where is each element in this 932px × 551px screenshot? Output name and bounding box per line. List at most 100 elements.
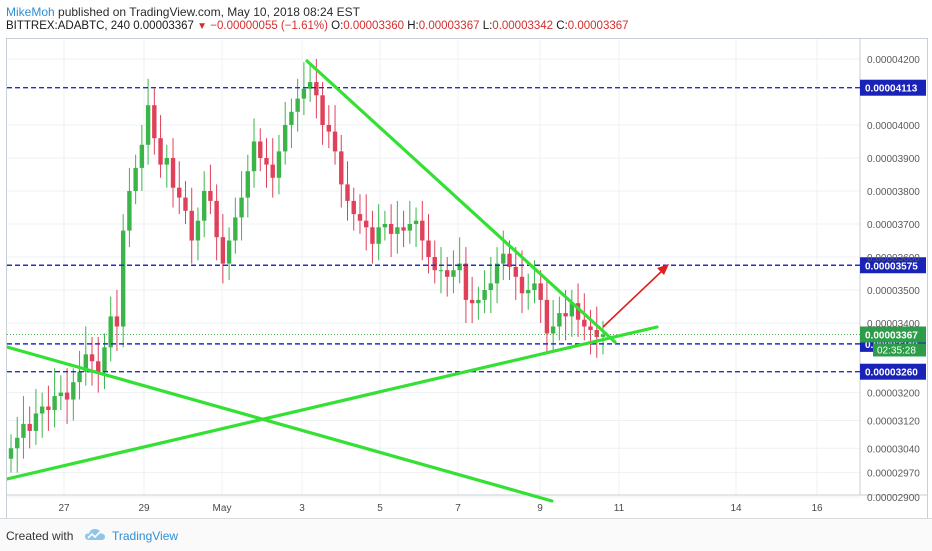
candle-body: [575, 303, 581, 320]
candle-body: [395, 227, 400, 234]
candle-body: [220, 237, 226, 264]
candle-body: [139, 144, 145, 168]
price-level-tag: [860, 363, 926, 380]
candle-body: [513, 266, 518, 277]
horizontal-levels[interactable]: 0.000041130.000035750.000033400.00003260…: [7, 79, 926, 380]
candle-body: [600, 334, 606, 337]
last-price: 0.00003367: [133, 20, 194, 32]
low-value: 0.00003342: [492, 20, 554, 32]
candle-body: [507, 253, 512, 267]
close-value: 0.00003367: [567, 20, 629, 32]
candle-body: [594, 329, 599, 337]
x-tick-label: 14: [730, 503, 742, 514]
time-axis[interactable]: 27 29 May 3 5 7 9 11 14 16: [58, 503, 823, 514]
candle-body: [52, 396, 57, 410]
candle-body: [83, 354, 88, 372]
chart-area[interactable]: 0.000041130.000035750.000033400.00003260…: [5, 38, 928, 519]
price-level-label: 0.00003260: [865, 368, 918, 379]
candle-body: [376, 227, 381, 244]
candle-body: [339, 151, 344, 185]
candle-body: [114, 316, 120, 327]
candle-body: [569, 303, 575, 317]
high-value: 0.00003367: [418, 20, 480, 32]
candle-body: [351, 200, 356, 215]
down-triangle-icon: ▼: [197, 21, 208, 32]
tradingview-cloud-icon[interactable]: [84, 527, 106, 543]
close-label: C:: [556, 20, 568, 32]
candle-body: [314, 82, 319, 96]
candle-body: [457, 263, 462, 271]
candle-body: [195, 220, 201, 241]
price-chart[interactable]: 0.000041130.000035750.000033400.00003260…: [5, 39, 927, 519]
candle-body: [519, 276, 525, 294]
candle-body: [264, 158, 269, 165]
candle-body: [226, 240, 232, 264]
candle-body: [295, 98, 300, 112]
candle-body: [407, 224, 413, 231]
candle-body: [532, 283, 537, 290]
candle-body: [550, 326, 556, 334]
author-link[interactable]: MikeMoh: [6, 5, 55, 19]
candle-body: [208, 191, 213, 201]
candle-body: [563, 313, 568, 317]
y-tick-label: 0.00004200: [867, 55, 920, 66]
candle-body: [77, 371, 82, 383]
projection-arrow-line: [602, 269, 664, 328]
candle-body: [451, 270, 456, 277]
y-tick-label: 0.00002970: [867, 469, 920, 480]
candle-body: [289, 111, 294, 125]
symbol-label: BITTREX:ADABTC, 240: [6, 20, 130, 32]
x-tick-label: 27: [58, 503, 70, 514]
candle-body: [501, 253, 506, 264]
y-tick-label: 0.00003600: [867, 253, 920, 264]
tradingview-brand[interactable]: TradingView: [112, 529, 179, 543]
candle-body: [413, 220, 419, 224]
candle-body: [582, 319, 587, 327]
candle-body: [183, 197, 188, 211]
candle-body: [301, 88, 307, 99]
price-level-label: 0.00004113: [865, 84, 918, 95]
grid: [7, 39, 860, 498]
y-tick-label: 0.00003120: [867, 416, 920, 427]
candle-body: [233, 217, 238, 241]
y-tick-label: 0.00003500: [867, 286, 920, 297]
candle-body: [64, 392, 70, 400]
candle-body: [102, 347, 107, 372]
candle-body: [152, 105, 157, 139]
candle-body: [276, 151, 282, 178]
candle-body: [438, 270, 444, 272]
price-axis[interactable]: 0.00004200 0.00004000 0.00003900 0.00003800…: [867, 55, 920, 504]
price-level-label: 0.00003575: [865, 261, 918, 272]
countdown-label: 02:35:28: [877, 345, 916, 356]
y-tick-label: 0.00003900: [867, 154, 920, 165]
x-tick-label: 11: [614, 503, 625, 514]
price-level-tag: [860, 257, 926, 274]
candle-body: [282, 125, 288, 152]
x-tick-label: 16: [811, 503, 823, 514]
candle-body: [71, 382, 76, 400]
high-label: H:: [407, 20, 419, 32]
candle-body: [214, 200, 219, 238]
candle-body: [426, 240, 431, 257]
chart-header: MikeMoh published on TradingView.com, Ma…: [0, 0, 932, 36]
candle-body: [33, 413, 39, 431]
candle-body: [133, 167, 138, 191]
publish-info: MikeMoh published on TradingView.com, Ma…: [6, 5, 360, 19]
trendlines[interactable]: [5, 59, 669, 503]
candle-body: [326, 125, 332, 132]
candle-body: [258, 141, 263, 158]
candle-body: [89, 354, 95, 362]
published-text: published on TradingView.com, May 10, 20…: [58, 5, 360, 19]
candle-body: [432, 257, 437, 271]
candle-body: [445, 270, 450, 277]
candle-body: [8, 448, 14, 459]
price-change: −0.00000055 (−1.61%): [210, 20, 328, 32]
candle-body: [270, 164, 275, 178]
footer-bar: Created with TradingView: [0, 518, 932, 551]
candle-body: [245, 171, 250, 198]
candle-body: [557, 313, 562, 327]
candle-body: [145, 105, 151, 145]
candle-body: [251, 141, 257, 172]
candle-body: [357, 214, 363, 221]
x-tick-label: 5: [377, 503, 383, 514]
